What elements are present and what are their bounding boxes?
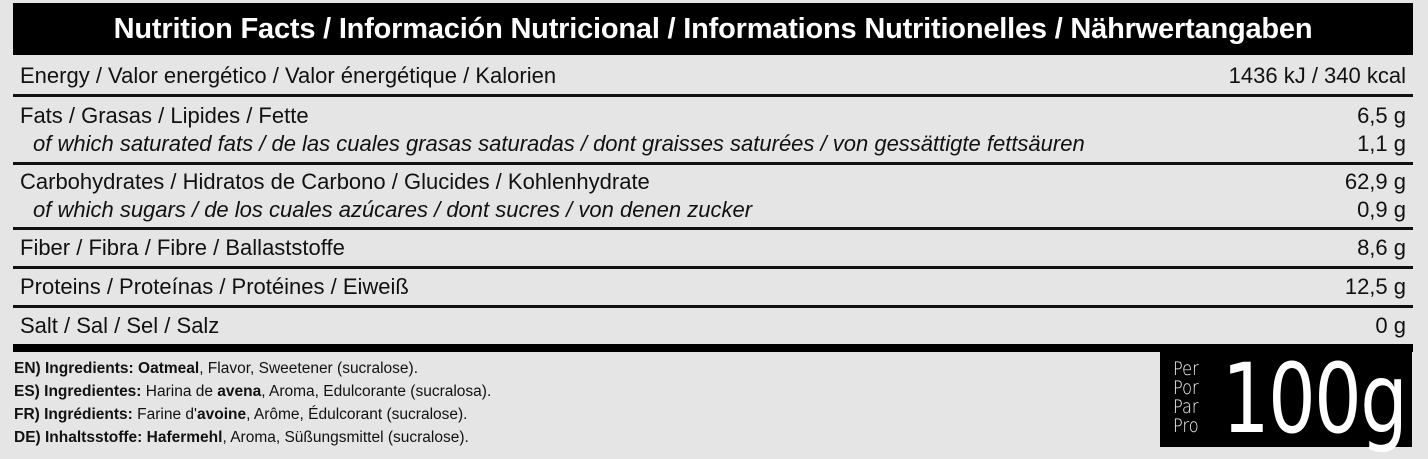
divider bbox=[13, 266, 1413, 269]
divider bbox=[13, 227, 1413, 230]
ingredient-line-es: ES) Ingredientes: Harina de avena, Aroma… bbox=[14, 383, 492, 400]
row-label: Fiber / Fibra / Fibre / Ballaststoffe bbox=[20, 235, 345, 260]
sub-value: 1,1 g bbox=[1357, 131, 1406, 156]
serving-amount: 100g bbox=[1222, 343, 1408, 455]
divider bbox=[13, 305, 1413, 308]
row-value: 8,6 g bbox=[1357, 235, 1406, 260]
row-value: 6,5 g bbox=[1357, 103, 1406, 128]
sub-value: 0,9 g bbox=[1357, 197, 1406, 222]
row-label: Carbohydrates / Hidratos de Carbono / Gl… bbox=[20, 169, 650, 194]
ingredient-line-de: DE) Inhaltsstoffe: Hafermehl, Aroma, Süß… bbox=[14, 429, 469, 446]
row-value: 12,5 g bbox=[1344, 274, 1406, 299]
row-label: Salt / Sal / Sel / Salz bbox=[20, 313, 220, 338]
row-label: Fats / Grasas / Lipides / Fette bbox=[20, 103, 309, 128]
fiber-row: Fiber / Fibra / Fibre / Ballaststoffe 8,6… bbox=[13, 234, 1413, 262]
row-label: Energy / Valor energético / Valor énergé… bbox=[20, 63, 557, 88]
divider bbox=[13, 94, 1413, 97]
nutrition-title: Nutrition Facts / Información Nutriciona… bbox=[13, 3, 1413, 55]
sub-label: of which sugars / de los cuales azúcares… bbox=[33, 197, 753, 222]
per-words: Per Por Par Pro bbox=[1173, 358, 1199, 437]
row-label: Proteins / Proteínas / Protéines / Eiwei… bbox=[20, 274, 409, 299]
ingredient-line-fr: FR) Ingrédients: Farine d'avoine, Arôme,… bbox=[14, 406, 468, 423]
ingredient-line-en: EN) Ingredients: Oatmeal, Flavor, Sweete… bbox=[14, 360, 418, 377]
row-value: 1436 kJ / 340 kcal bbox=[1228, 63, 1406, 88]
thick-divider bbox=[13, 344, 1413, 352]
row-value: 0 g bbox=[1375, 313, 1406, 338]
ingredients-list: EN) Ingredients: Oatmeal, Flavor, Sweete… bbox=[14, 357, 491, 449]
sub-label: of which saturated fats / de las cuales … bbox=[33, 131, 1085, 156]
proteins-row: Proteins / Proteínas / Protéines / Eiwei… bbox=[13, 273, 1413, 301]
energy-row: Energy / Valor energético / Valor énergé… bbox=[13, 62, 1413, 90]
carbohydrates-row: Carbohydrates / Hidratos de Carbono / Gl… bbox=[13, 168, 1413, 224]
row-value: 62,9 g bbox=[1344, 169, 1406, 194]
salt-row: Salt / Sal / Sel / Salz 0 g bbox=[13, 312, 1413, 340]
serving-size-badge: Per Por Par Pro 100g bbox=[1160, 344, 1412, 454]
divider bbox=[13, 162, 1413, 165]
fats-row: Fats / Grasas / Lipides / Fette 6,5 g of … bbox=[13, 102, 1413, 158]
